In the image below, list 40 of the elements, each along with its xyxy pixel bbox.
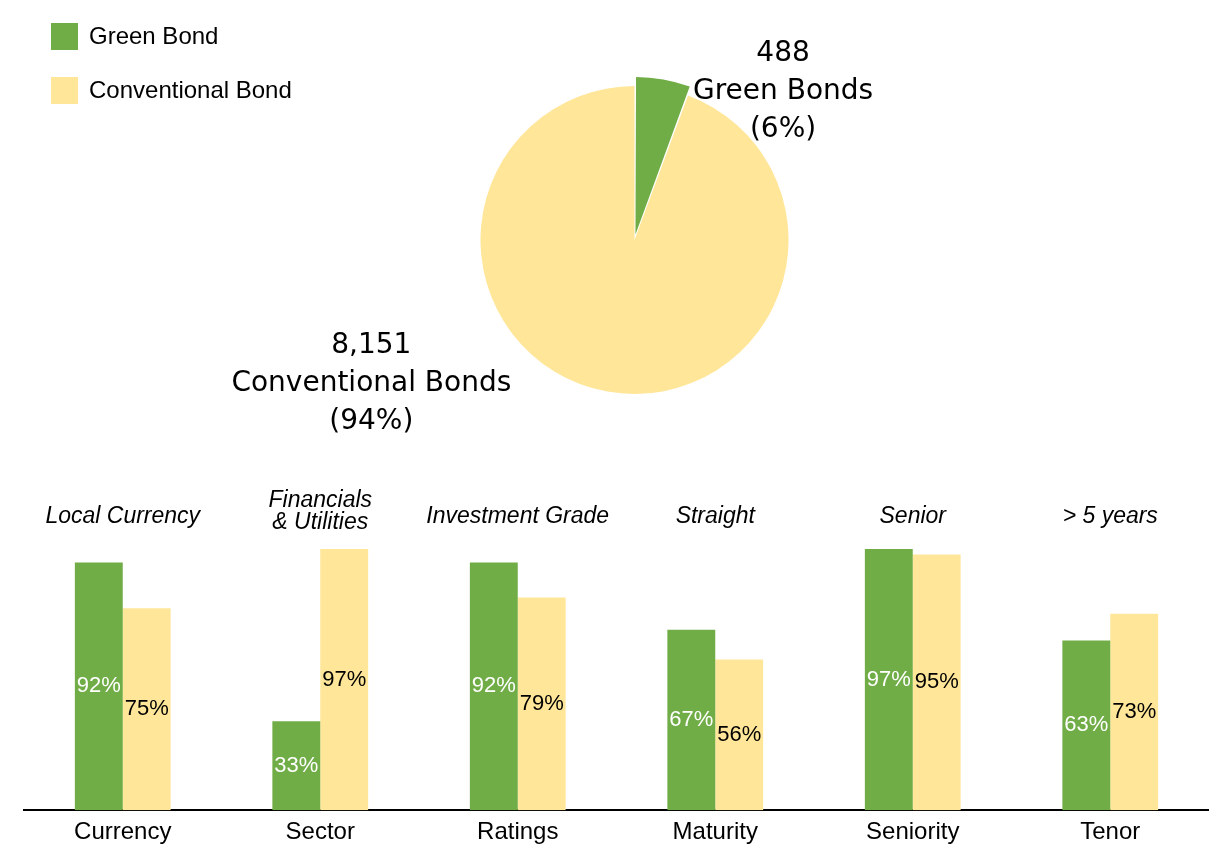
data-label: 63% [1064,711,1109,737]
data-label: 73% [1112,698,1157,723]
x-tick-label: Sector [285,817,355,845]
data-label: 92% [471,672,516,698]
data-label: 8,151 Conventional Bonds (94%) [231,327,512,437]
bar [715,659,764,811]
bar [469,562,518,811]
bar [320,549,369,811]
data-label: 67% [669,706,714,732]
text: Straight [675,502,757,529]
x-tick-label: Currency [74,817,172,845]
text: Local Currency [45,502,202,529]
x-tick-label: Ratings [477,817,559,845]
bar [74,562,123,811]
bar [1062,640,1111,811]
text: Financials & Utilities [268,486,373,535]
data-label: 95% [914,668,959,694]
bar [864,549,913,811]
bar [1110,613,1159,811]
legend-label: Green Bond [89,22,219,50]
x-tick-label: Tenor [1080,817,1141,845]
data-label: 79% [519,689,564,715]
legend-label: Conventional Bond [89,76,292,104]
bar [272,721,321,811]
text: > 5 years [1062,502,1159,529]
text: Senior [879,502,948,529]
data-label: 75% [124,695,169,721]
text: Investment Grade [426,502,610,529]
bar [667,629,716,811]
x-tick-label: Maturity [672,817,758,845]
bar [912,554,961,811]
data-label: 488 Green Bonds (6%) [693,34,874,144]
data-label: 33% [274,751,319,777]
bar [122,608,171,811]
data-label: 92% [76,672,121,698]
bar [517,597,566,811]
data-label: 97% [322,665,367,691]
data-label: 56% [717,720,762,746]
data-label: 97% [866,665,911,691]
x-tick-label: Seniority [866,817,960,845]
